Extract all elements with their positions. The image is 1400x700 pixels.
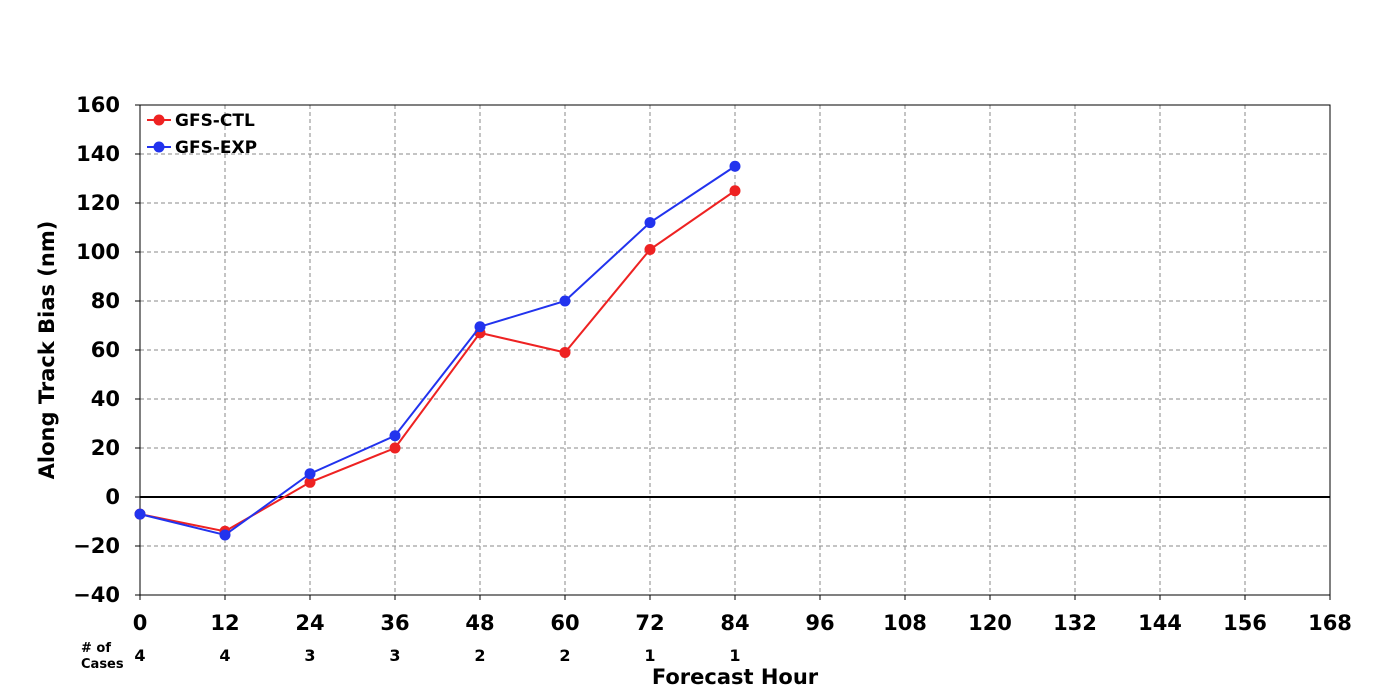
case-count: 3 — [389, 646, 400, 665]
cases-label-line2: Cases — [81, 657, 124, 672]
data-point — [729, 185, 741, 197]
case-count: 3 — [304, 646, 315, 665]
series-line — [139, 165, 736, 537]
case-count: 2 — [474, 646, 485, 665]
y-tick-label: 60 — [91, 338, 120, 362]
case-count: 1 — [729, 646, 740, 665]
legend: GFS-CTL GFS-EXP — [147, 111, 257, 158]
series-line — [139, 189, 736, 533]
cases-row: # of Cases 4 4 3 3 2 2 1 1 — [81, 641, 741, 672]
y-tick-label: 120 — [76, 191, 120, 215]
x-tick-label: 12 — [210, 611, 239, 635]
data-point — [474, 321, 486, 333]
x-tick-label: 60 — [550, 611, 579, 635]
case-count: 2 — [559, 646, 570, 665]
x-tick-label: 48 — [465, 611, 494, 635]
data-point — [389, 430, 401, 442]
legend-marker — [153, 141, 165, 153]
x-tick-label: 168 — [1308, 611, 1352, 635]
x-axis-ticks: 0 12 24 36 48 60 72 84 96 108 120 132 144 156 168 — [133, 595, 1352, 635]
x-tick-label: 120 — [968, 611, 1012, 635]
data-point — [304, 476, 316, 488]
y-tick-label: 40 — [91, 387, 120, 411]
grid — [140, 105, 1330, 595]
case-count: 4 — [219, 646, 230, 665]
case-count: 4 — [134, 646, 145, 665]
x-tick-label: 144 — [1138, 611, 1182, 635]
x-tick-label: 156 — [1223, 611, 1267, 635]
x-tick-label: 96 — [805, 611, 834, 635]
y-axis-ticks: −40 −20 0 20 40 60 80 100 120 140 160 — [73, 93, 140, 607]
data-point — [729, 160, 741, 172]
data-point — [134, 508, 146, 520]
y-tick-label: 140 — [76, 142, 120, 166]
data-point — [644, 244, 656, 256]
x-tick-label: 132 — [1053, 611, 1097, 635]
y-tick-label: 160 — [76, 93, 120, 117]
y-tick-label: 20 — [91, 436, 120, 460]
data-point — [559, 295, 571, 307]
x-tick-label: 84 — [720, 611, 749, 635]
x-tick-label: 108 — [883, 611, 927, 635]
y-tick-label: 100 — [76, 240, 120, 264]
y-tick-label: 0 — [105, 485, 120, 509]
y-tick-label: −40 — [73, 583, 120, 607]
cases-label-line1: # of — [81, 641, 111, 656]
legend-label: GFS-EXP — [175, 138, 257, 158]
y-tick-label: −20 — [73, 534, 120, 558]
y-axis-label: Along Track Bias (nm) — [35, 221, 59, 480]
data-point — [304, 468, 316, 480]
series-layer — [134, 160, 741, 541]
x-tick-label: 72 — [635, 611, 664, 635]
case-count: 1 — [644, 646, 655, 665]
x-tick-label: 0 — [133, 611, 148, 635]
legend-marker — [153, 114, 165, 126]
y-tick-label: 80 — [91, 289, 120, 313]
data-point — [644, 217, 656, 229]
x-axis-label: Forecast Hour — [652, 665, 819, 689]
data-point — [389, 442, 401, 454]
data-point — [559, 346, 571, 358]
x-tick-label: 36 — [380, 611, 409, 635]
legend-label: GFS-CTL — [175, 111, 255, 131]
series-gfs-exp — [134, 160, 741, 541]
x-tick-label: 24 — [295, 611, 324, 635]
data-point — [219, 529, 231, 541]
